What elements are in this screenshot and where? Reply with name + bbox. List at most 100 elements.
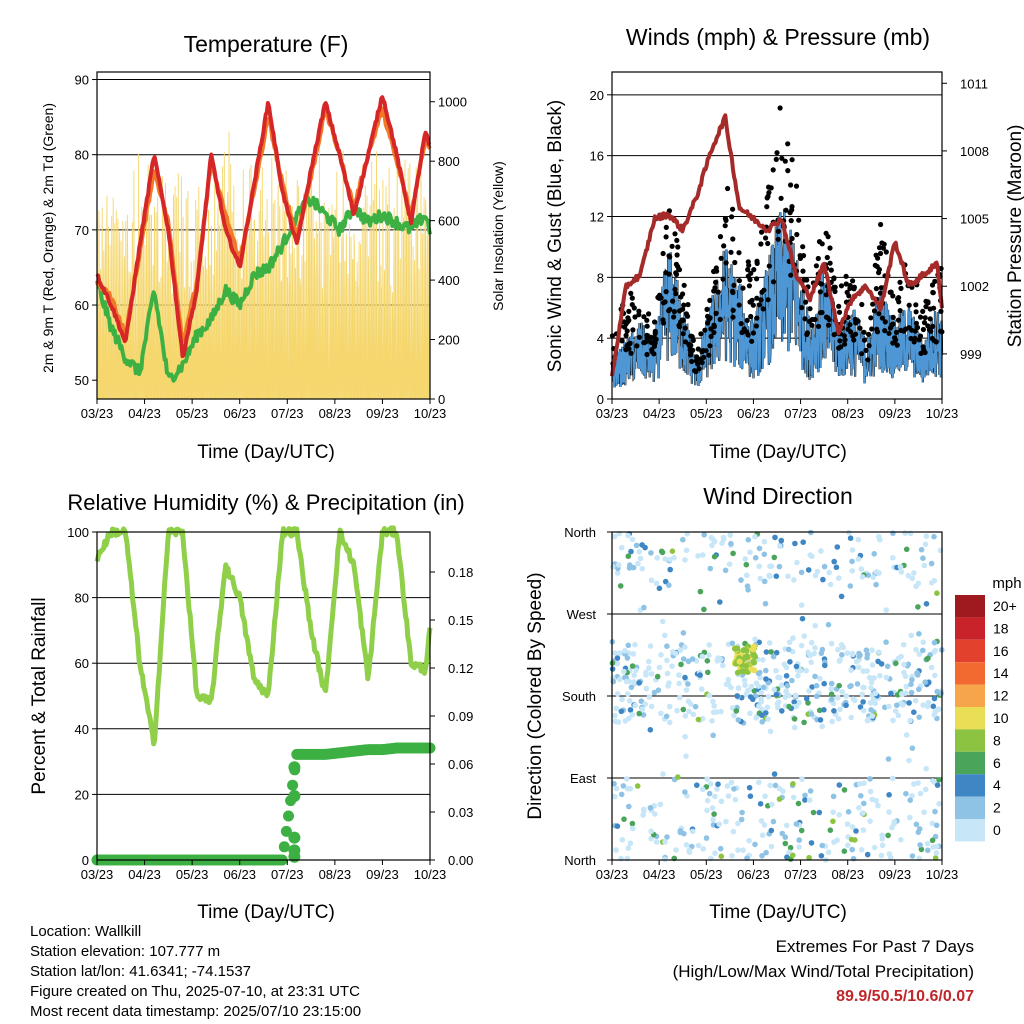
dewpoint-line xyxy=(95,195,432,383)
direction-point xyxy=(871,675,877,681)
gust-point xyxy=(702,327,708,333)
direction-point xyxy=(829,696,835,702)
gust-point xyxy=(929,335,935,342)
direction-point xyxy=(640,712,647,718)
gust-point xyxy=(877,250,884,257)
gust-point xyxy=(879,240,885,246)
direction-point xyxy=(741,677,748,684)
direction-point xyxy=(612,793,618,800)
direction-point xyxy=(795,800,802,807)
precip-points xyxy=(91,742,436,866)
gust-point xyxy=(730,289,736,296)
direction-point xyxy=(647,805,654,811)
gust-point xyxy=(751,267,757,273)
direction-point xyxy=(848,836,855,843)
direction-point xyxy=(806,797,813,803)
direction-point xyxy=(833,564,840,571)
direction-point xyxy=(685,681,691,687)
direction-point xyxy=(884,663,891,670)
plot-frame-3 xyxy=(611,531,943,861)
direction-point xyxy=(916,651,923,657)
direction-point xyxy=(704,807,710,814)
direction-point xyxy=(796,844,802,850)
gust-point xyxy=(913,309,919,315)
precip-point xyxy=(287,779,299,791)
direction-point xyxy=(624,655,631,661)
direction-point xyxy=(660,771,666,777)
precip-ytick-label-0.09: 0.09 xyxy=(448,709,473,724)
direction-point xyxy=(625,553,632,559)
direction-point xyxy=(791,577,797,583)
direction-point xyxy=(895,712,902,719)
gust-point xyxy=(681,302,687,308)
direction-point xyxy=(671,555,677,561)
gust-point xyxy=(865,357,871,363)
plot-frame-1 xyxy=(611,71,943,400)
direction-point xyxy=(817,675,823,682)
gust-point xyxy=(722,223,728,229)
direction-point xyxy=(841,787,848,793)
direction-point xyxy=(619,696,625,703)
direction-point xyxy=(796,837,802,843)
gust-point xyxy=(673,261,680,267)
direction-point xyxy=(761,551,768,558)
direction-point xyxy=(933,850,940,856)
direction-point xyxy=(697,672,703,678)
gust-point xyxy=(736,250,742,256)
rh-xlabel: Time (Day/UTC) xyxy=(197,902,335,923)
pressure-ytick-label-1011: 1011 xyxy=(960,76,988,91)
direction-point xyxy=(868,707,874,713)
gust-point xyxy=(852,331,859,337)
direction-point xyxy=(843,702,849,709)
gust-point xyxy=(876,311,882,317)
direction-point xyxy=(662,839,668,845)
direction-point xyxy=(751,643,757,650)
direction-point xyxy=(632,641,638,648)
direction-point xyxy=(886,703,892,710)
direction-point xyxy=(729,640,736,647)
direction-point xyxy=(743,647,750,654)
direction-point xyxy=(755,670,762,677)
direction-point xyxy=(711,553,718,560)
gust-point xyxy=(713,310,719,316)
direction-point xyxy=(798,642,805,649)
direction-point xyxy=(830,793,837,800)
direction-point xyxy=(860,699,866,705)
precip-point xyxy=(288,844,301,857)
dir-title: Wind Direction xyxy=(703,483,853,509)
direction-point xyxy=(656,664,663,671)
direction-point xyxy=(625,845,632,851)
direction-point xyxy=(907,814,913,821)
gust-point xyxy=(708,333,714,340)
direction-point xyxy=(791,699,797,705)
direction-point xyxy=(785,646,792,653)
gust-point xyxy=(914,324,921,331)
direction-point xyxy=(819,842,825,849)
gust-point xyxy=(748,313,754,320)
direction-point xyxy=(773,573,780,579)
direction-point xyxy=(715,781,721,787)
gust-point xyxy=(621,319,627,325)
temp-ytick-right-label-1000: 1000 xyxy=(438,95,467,110)
gust-point xyxy=(663,224,669,230)
direction-point xyxy=(923,601,930,607)
gust-point xyxy=(730,307,736,313)
direction-point xyxy=(800,539,806,545)
extremes-values: 89.9/50.5/10.6/0.07 xyxy=(836,988,974,1005)
direction-point xyxy=(876,570,882,576)
gust-points xyxy=(609,105,945,375)
direction-point xyxy=(776,563,783,570)
x-tick-label-0-2: 05/23 xyxy=(176,406,209,421)
direction-point xyxy=(934,590,940,596)
direction-point xyxy=(704,797,711,804)
direction-point xyxy=(865,572,871,578)
direction-point xyxy=(836,812,842,818)
direction-point xyxy=(705,669,711,676)
gust-point xyxy=(766,263,772,269)
gust-point xyxy=(871,308,878,314)
gust-point xyxy=(841,333,847,339)
direction-point xyxy=(918,846,925,853)
direction-point xyxy=(861,707,867,714)
direction-point xyxy=(903,732,910,738)
direction-point xyxy=(778,682,785,688)
